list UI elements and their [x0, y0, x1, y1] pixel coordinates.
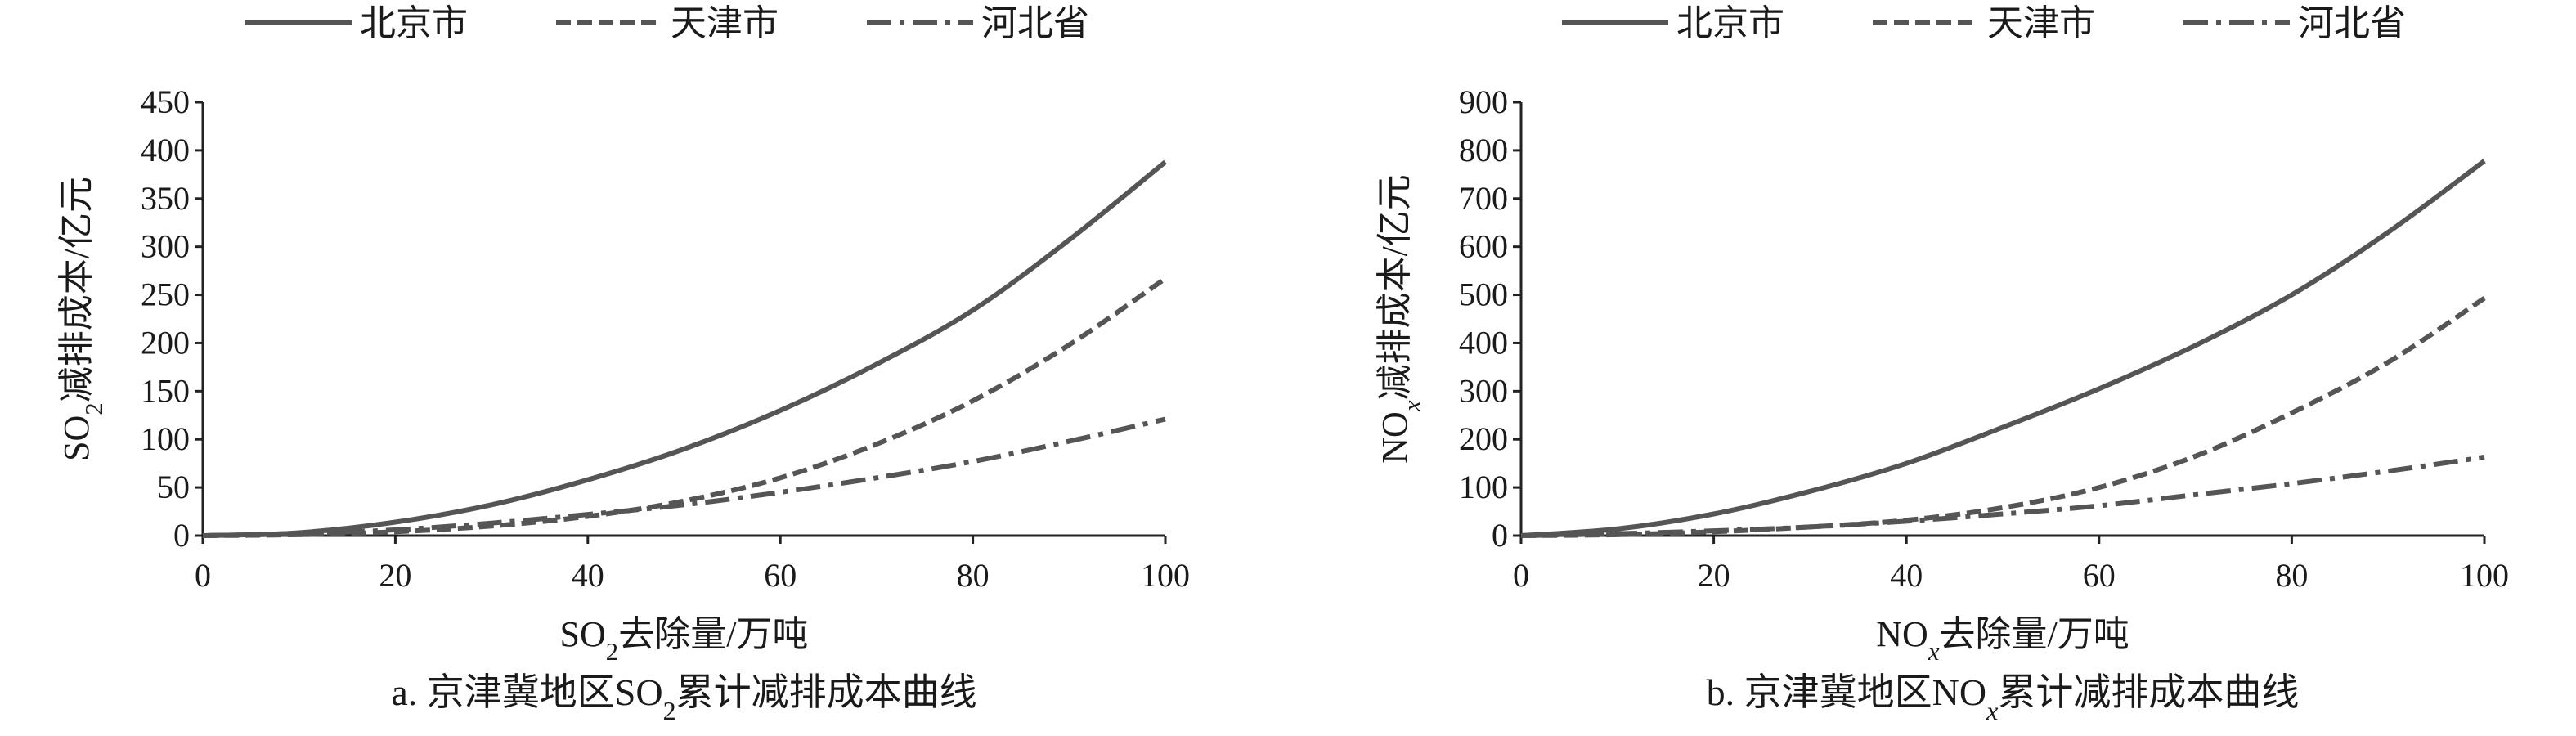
- chart-b-series-line-1: [1520, 159, 2486, 538]
- chart-b-legend-label-1: 北京市: [1676, 3, 1784, 43]
- chart-a-x-tick-label: 60: [764, 557, 797, 594]
- chart-a-legend-label-3: 河北省: [981, 3, 1089, 43]
- chart-b-x-tick-label: 20: [1698, 557, 1730, 594]
- chart-b-y-tick-label: 700: [1459, 180, 1508, 217]
- chart-b-series-line-3: [1520, 455, 2485, 538]
- chart-b-y-tick-label: 200: [1459, 420, 1508, 457]
- chart-a-series-line-1: [202, 159, 1167, 538]
- chart-b-y-axis-label: NOx减排成本/亿元: [1375, 174, 1426, 463]
- chart-b-caption: b. 京津冀地区NOx累计减排成本曲线: [1707, 671, 2300, 725]
- chart-a-legend-label-2: 天津市: [671, 3, 779, 43]
- chart-b-y-tick-label: 100: [1459, 469, 1508, 505]
- chart-a-y-tick-label: 100: [141, 420, 190, 457]
- chart-a-y-tick-label: 300: [141, 228, 190, 265]
- chart-b-y-tick-label: 600: [1459, 228, 1508, 265]
- chart-a-x-tick-label: 20: [379, 557, 411, 594]
- chart-a-caption: a. 京津冀地区SO2累计减排成本曲线: [391, 671, 976, 725]
- chart-b-y-tick-label: 500: [1459, 276, 1508, 313]
- chart-a-y-tick-label: 0: [173, 517, 190, 554]
- chart-a-x-tick-label: 0: [195, 557, 211, 594]
- chart-a-series-line-3: [202, 416, 1166, 538]
- chart-b-y-tick-label: 0: [1492, 517, 1508, 554]
- chart-b-x-axis-label: NOx去除量/万吨: [1876, 614, 2129, 666]
- chart-b-y-tick-label: 900: [1459, 83, 1508, 120]
- chart-b-y-tick-label: 300: [1459, 372, 1508, 409]
- chart-a-x-tick-label: 40: [572, 557, 604, 594]
- chart-a-y-tick-label: 450: [141, 83, 190, 120]
- chart-b-x-tick-label: 60: [2083, 557, 2116, 594]
- chart-a-y-tick-label: 350: [141, 180, 190, 217]
- chart-a-x-tick-label: 100: [1141, 557, 1190, 594]
- chart-b-y-tick-label: 400: [1459, 324, 1508, 361]
- chart-b-series-line-2: [1520, 296, 2486, 538]
- chart-a-y-tick-label: 150: [141, 372, 190, 409]
- chart-b-x-tick-label: 40: [1890, 557, 1923, 594]
- chart-a-y-tick-label: 200: [141, 324, 190, 361]
- chart-a-y-axis-label: SO2减排成本/亿元: [56, 177, 108, 461]
- chart-a-series-line-2: [202, 276, 1167, 538]
- chart-b-y-tick-label: 800: [1459, 132, 1508, 168]
- chart-a-x-tick-label: 80: [957, 557, 990, 594]
- chart-b-legend-label-2: 天津市: [1987, 3, 2095, 43]
- chart-a-y-tick-label: 50: [157, 469, 190, 505]
- chart-a-y-tick-label: 250: [141, 276, 190, 313]
- chart-a-legend-label-1: 北京市: [360, 3, 468, 43]
- chart-b-legend-label-3: 河北省: [2298, 3, 2406, 43]
- chart-a-y-tick-label: 400: [141, 132, 190, 168]
- chart-b-x-tick-label: 100: [2460, 557, 2509, 594]
- chart-a-x-axis-label: SO2去除量/万吨: [560, 614, 809, 666]
- chart-b-x-tick-label: 0: [1513, 557, 1529, 594]
- chart-b-x-tick-label: 80: [2275, 557, 2308, 594]
